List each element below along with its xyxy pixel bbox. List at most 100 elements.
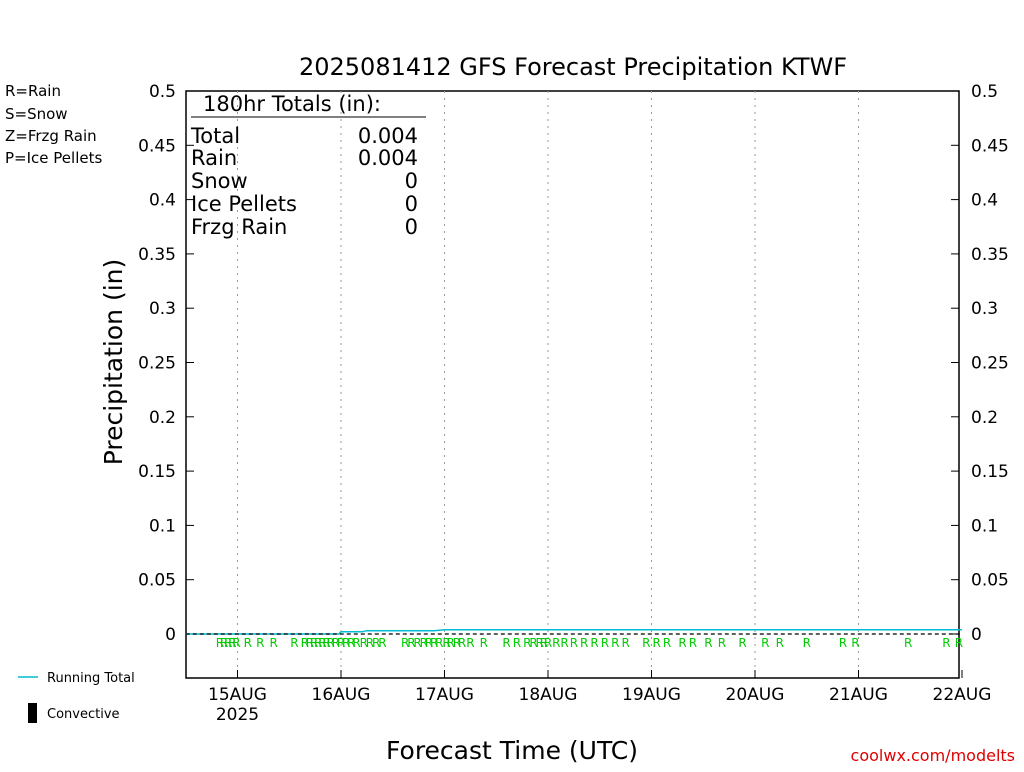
- x-tick-label: 16AUG: [312, 685, 371, 705]
- series-lines: [185, 628, 962, 635]
- rain-marker: R: [347, 636, 355, 650]
- plot-frame: [185, 90, 960, 679]
- x-tick-label: 17AUG: [415, 685, 474, 705]
- totals-value-frzg-rain: 0: [405, 215, 418, 239]
- rain-marker: R: [663, 636, 671, 650]
- rain-marker: R: [413, 636, 421, 650]
- rain-marker: R: [678, 636, 686, 650]
- x-tick-label: 21AUG: [829, 685, 888, 705]
- legend-running-total-label: Running Total: [47, 671, 135, 686]
- rain-marker: R: [523, 636, 531, 650]
- rain-marker: R: [529, 636, 537, 650]
- totals-value-snow: 0: [405, 169, 418, 193]
- y-tick-label-right: 0.45: [971, 136, 1009, 156]
- rain-marker: R: [704, 636, 712, 650]
- rain-marker: R: [904, 636, 912, 650]
- rain-marker: R: [803, 636, 811, 650]
- rain-marker: R: [228, 636, 236, 650]
- rain-marker: R: [738, 636, 746, 650]
- rain-marker: R: [270, 636, 278, 650]
- y-tick-label-left: 0.35: [138, 245, 176, 265]
- rain-marker: R: [401, 636, 409, 650]
- totals-label-rain: Rain: [191, 146, 237, 170]
- rain-marker: R: [642, 636, 650, 650]
- rain-marker: R: [372, 636, 380, 650]
- rain-marker: R: [590, 636, 598, 650]
- rain-marker: R: [232, 636, 240, 650]
- rain-marker: R: [318, 636, 326, 650]
- y-tick-label-right: 0.35: [971, 245, 1009, 265]
- totals-value-ice-pellets: 0: [405, 192, 418, 216]
- rain-marker: R: [601, 636, 609, 650]
- rain-marker: R: [310, 636, 318, 650]
- x-tick-label: 18AUG: [519, 685, 578, 705]
- legend-frzg-rain: Z=Frzg Rain: [5, 127, 97, 145]
- rain-marker: R: [689, 636, 697, 650]
- y-tick-label-right: 0.4: [971, 191, 998, 211]
- x-gridlines: [237, 91, 859, 678]
- rain-marker: R: [458, 636, 466, 650]
- y-tick-label-right: 0.3: [971, 299, 998, 319]
- rain-marker: R: [301, 636, 309, 650]
- legend-rain: R=Rain: [5, 82, 61, 100]
- y-tick-label-left: 0.5: [149, 82, 176, 102]
- rain-marker: R: [580, 636, 588, 650]
- rain-marker: R: [326, 636, 334, 650]
- y-tick-label-left: 0.4: [149, 191, 176, 211]
- totals-label-total: Total: [190, 124, 240, 148]
- y-ticks-left: 0 0.05 0.1 0.15 0.2 0.25 0.3 0.35 0.4 0.45 0.5: [138, 82, 194, 645]
- rain-marker: R: [244, 636, 252, 650]
- rain-marker: R: [366, 636, 374, 650]
- y-tick-label-right: 0.05: [971, 571, 1009, 591]
- rain-marker: R: [407, 636, 415, 650]
- rain-marker: R: [420, 636, 428, 650]
- rain-marker: R: [653, 636, 661, 650]
- rain-marker: R: [776, 636, 784, 650]
- y-tick-label-left: 0.1: [149, 516, 176, 536]
- y-tick-label-right: 0.5: [971, 82, 998, 102]
- x-tick-label: 20AUG: [726, 685, 785, 705]
- rain-marker: R: [544, 636, 552, 650]
- totals-heading: 180hr Totals (in):: [203, 92, 381, 116]
- rain-marker: R: [224, 636, 232, 650]
- rain-marker: R: [430, 636, 438, 650]
- rain-marker: R: [435, 636, 443, 650]
- rain-marker: R: [425, 636, 433, 650]
- rain-marker: R: [322, 636, 330, 650]
- rain-marker: R: [466, 636, 474, 650]
- legend-ice-pellets: P=Ice Pellets: [5, 149, 102, 167]
- rain-marker: R: [621, 636, 629, 650]
- y-tick-label-right: 0: [971, 625, 982, 645]
- rain-marker: R: [552, 636, 560, 650]
- rain-marker: R: [942, 636, 950, 650]
- totals-label-snow: Snow: [191, 169, 248, 193]
- rain-marker: R: [337, 636, 345, 650]
- x-tick-label: 19AUG: [622, 685, 681, 705]
- x-ticks: 15AUG 16AUG 17AUG 18AUG 19AUG 20AUG 21AUG 22AUG…: [208, 670, 991, 725]
- rain-marker: R: [378, 636, 386, 650]
- rain-marker: R: [480, 636, 488, 650]
- rain-marker: R: [560, 636, 568, 650]
- rain-marker: R: [718, 636, 726, 650]
- y-tick-label-left: 0: [165, 625, 176, 645]
- legend-convective-label: Convective: [47, 707, 120, 722]
- rain-marker: R: [360, 636, 368, 650]
- y-axis-label: Precipitation (in): [99, 259, 128, 466]
- totals-label-frzg-rain: Frzg Rain: [191, 215, 287, 239]
- precip-type-legend: R=Rain S=Snow Z=Frzg Rain P=Ice Pellets: [5, 82, 102, 167]
- legend-convective-swatch: [28, 703, 37, 723]
- rain-marker: R: [314, 636, 322, 650]
- rain-marker: R: [352, 636, 360, 650]
- totals-label-ice-pellets: Ice Pellets: [191, 192, 297, 216]
- totals-box: 180hr Totals (in): Total 0.004 Rain 0.00…: [190, 92, 426, 239]
- rain-marker: R: [216, 636, 224, 650]
- legend-snow: S=Snow: [5, 105, 68, 123]
- y-tick-label-right: 0.15: [971, 462, 1009, 482]
- rain-marker: R: [306, 636, 314, 650]
- rain-marker: R: [332, 636, 340, 650]
- rain-marker: R: [256, 636, 264, 650]
- rain-marker: R: [220, 636, 228, 650]
- rain-marker: R: [342, 636, 350, 650]
